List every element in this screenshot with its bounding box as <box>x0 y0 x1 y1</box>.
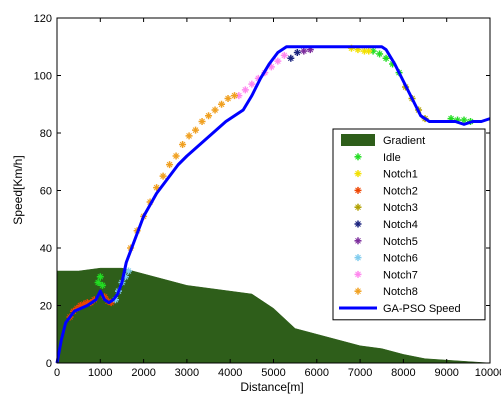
point-notch8 <box>231 92 239 100</box>
point-notch6 <box>124 267 132 275</box>
point-idle <box>382 54 390 62</box>
x-tick-label: 0 <box>54 367 60 379</box>
gradient-area <box>56 267 491 364</box>
x-tick-label: 7000 <box>348 367 372 379</box>
x-tick-label: 8000 <box>391 367 415 379</box>
point-idle <box>376 50 384 58</box>
legend: Gradient Idle Notch1 Notch2 Notch3 Notch4 Notc… <box>332 128 486 321</box>
point-notch7 <box>248 80 256 88</box>
point-notch7 <box>241 86 249 94</box>
legend-swatch-notch6 <box>354 254 362 262</box>
point-notch4 <box>287 54 295 62</box>
legend-label-ga-pso-speed: GA-PSO Speed <box>383 303 461 315</box>
x-tick-label: 1000 <box>88 367 112 379</box>
speed-line <box>55 45 491 364</box>
plot-area <box>55 44 491 364</box>
legend-swatch-notch1 <box>354 170 362 178</box>
legend-swatch-idle <box>354 153 362 161</box>
legend-label-notch2: Notch2 <box>383 185 418 197</box>
y-tick-label: 80 <box>40 128 52 140</box>
x-tick-label: 6000 <box>305 367 329 379</box>
legend-label-notch4: Notch4 <box>383 219 418 231</box>
legend-label-notch3: Notch3 <box>383 202 418 214</box>
axis-ticks: 0 1000 2000 3000 4000 5000 6000 7000 8000 9000 100… <box>34 13 501 379</box>
legend-label-notch1: Notch1 <box>383 169 418 181</box>
legend-swatch-notch8 <box>354 287 362 295</box>
point-notch8 <box>198 118 206 125</box>
legend-label-notch5: Notch5 <box>383 236 418 248</box>
point-notch4 <box>293 49 301 56</box>
point-notch7 <box>280 51 288 59</box>
point-idle <box>98 281 106 289</box>
legend-label-gradient: Gradient <box>383 135 425 147</box>
legend-swatch-gradient <box>341 134 375 146</box>
point-notch8 <box>192 126 200 134</box>
point-notch8 <box>205 112 213 120</box>
x-axis-label: Distance[m] <box>240 380 303 394</box>
legend-swatch-notch2 <box>354 186 362 194</box>
point-notch7 <box>274 57 282 65</box>
point-notch8 <box>185 132 193 140</box>
y-tick-label: 40 <box>40 243 52 255</box>
point-idle <box>369 47 377 55</box>
point-notch8 <box>218 100 226 108</box>
legend-swatch-notch3 <box>354 203 362 211</box>
point-notch5 <box>300 47 308 55</box>
legend-label-notch8: Notch8 <box>383 286 418 298</box>
point-notch8 <box>166 161 174 169</box>
point-notch8 <box>159 172 167 180</box>
point-idle <box>460 116 468 124</box>
y-tick-label: 0 <box>46 358 52 370</box>
legend-swatch-notch4 <box>354 220 362 228</box>
point-notch7 <box>267 63 275 71</box>
y-axis-label: Speed[Km/h] <box>11 155 25 224</box>
y-tick-label: 20 <box>40 301 52 313</box>
x-tick-label: 2000 <box>131 367 155 379</box>
legend-swatch-notch7 <box>354 270 362 278</box>
x-tick-label: 9000 <box>434 367 458 379</box>
legend-label-notch6: Notch6 <box>383 253 418 265</box>
point-notch8 <box>224 95 232 102</box>
x-tick-label: 5000 <box>261 367 285 379</box>
legend-label-idle: Idle <box>383 152 401 164</box>
legend-swatch-notch5 <box>354 237 362 245</box>
point-notch1 <box>365 47 373 55</box>
point-idle <box>94 279 102 286</box>
point-notch8 <box>172 152 180 160</box>
y-tick-label: 100 <box>34 71 52 83</box>
y-tick-label: 60 <box>40 186 52 198</box>
y-tick-label: 120 <box>34 13 52 25</box>
point-notch8 <box>179 141 187 148</box>
point-idle <box>96 273 104 281</box>
x-tick-label: 3000 <box>175 367 199 379</box>
legend-label-notch7: Notch7 <box>383 269 418 281</box>
x-tick-label: 4000 <box>218 367 242 379</box>
point-notch8 <box>211 106 219 114</box>
